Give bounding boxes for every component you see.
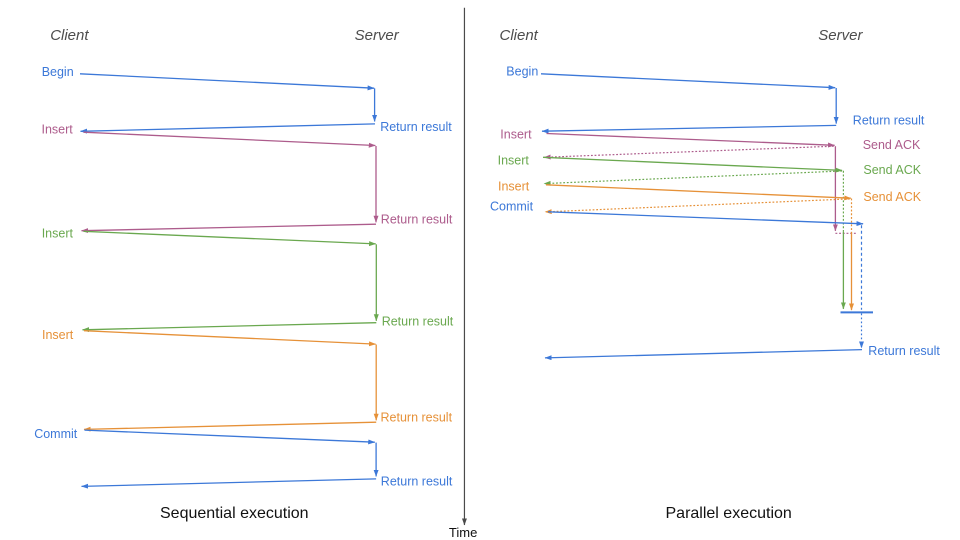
svg-text:Return result: Return result xyxy=(382,315,454,329)
svg-text:Insert: Insert xyxy=(42,328,74,342)
svg-text:Return result: Return result xyxy=(868,344,940,358)
svg-text:Insert: Insert xyxy=(500,127,532,141)
svg-text:Client: Client xyxy=(500,27,539,44)
svg-text:Server: Server xyxy=(818,27,863,44)
svg-text:Begin: Begin xyxy=(506,65,538,79)
svg-text:Insert: Insert xyxy=(42,227,74,241)
svg-text:Server: Server xyxy=(355,27,400,44)
svg-text:Commit: Commit xyxy=(490,199,534,213)
svg-text:Client: Client xyxy=(50,27,89,44)
svg-text:Send ACK: Send ACK xyxy=(863,190,921,204)
svg-text:Send ACK: Send ACK xyxy=(863,138,921,152)
svg-text:Begin: Begin xyxy=(42,65,74,79)
svg-text:Return result: Return result xyxy=(380,120,452,134)
svg-text:Return result: Return result xyxy=(381,212,453,226)
svg-text:Return result: Return result xyxy=(381,474,453,488)
svg-text:Send ACK: Send ACK xyxy=(863,163,921,177)
svg-text:Insert: Insert xyxy=(42,122,74,136)
svg-text:Sequential execution: Sequential execution xyxy=(160,505,309,522)
svg-text:Insert: Insert xyxy=(498,153,530,167)
svg-text:Time: Time xyxy=(449,525,477,540)
svg-text:Return result: Return result xyxy=(381,411,453,425)
svg-text:Parallel execution: Parallel execution xyxy=(666,505,792,522)
svg-text:Return result: Return result xyxy=(853,114,925,128)
svg-text:Commit: Commit xyxy=(34,427,78,441)
svg-text:Insert: Insert xyxy=(498,179,530,193)
